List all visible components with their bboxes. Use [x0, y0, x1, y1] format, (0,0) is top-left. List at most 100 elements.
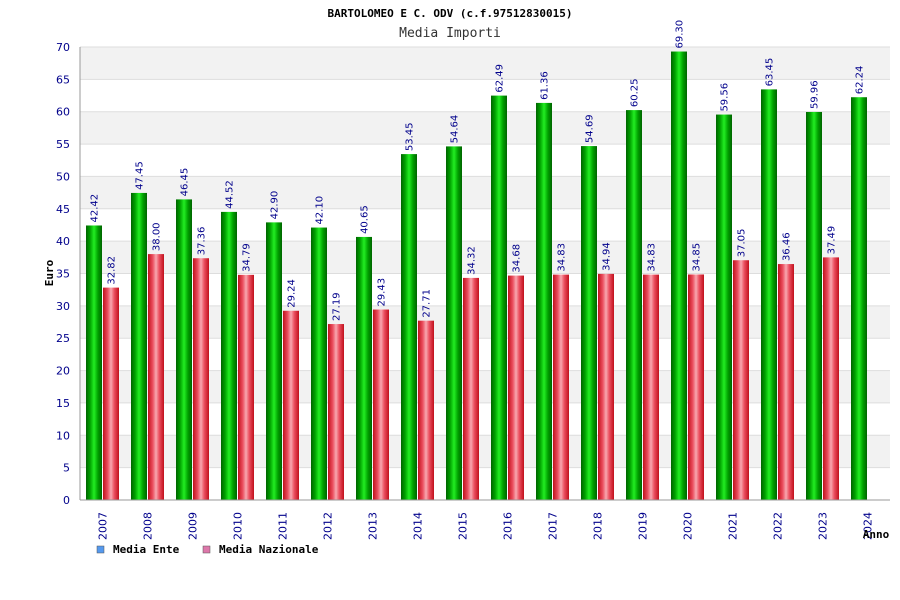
- data-label-media-nazionale: 37.05: [737, 229, 748, 258]
- x-tick-label: 2020: [682, 512, 695, 540]
- data-label-media-nazionale: 29.24: [287, 279, 298, 308]
- bar-media-ente: [671, 51, 687, 500]
- bar-media-ente: [581, 146, 597, 500]
- x-tick-label: 2014: [412, 512, 425, 540]
- data-label-media-ente: 59.56: [720, 83, 731, 112]
- bar-media-nazionale: [598, 273, 614, 500]
- grid-band: [80, 241, 890, 274]
- data-label-media-nazionale: 36.46: [782, 232, 793, 261]
- data-label-media-ente: 53.45: [405, 122, 416, 151]
- data-label-media-nazionale: 34.85: [692, 243, 703, 272]
- x-tick-label: 2009: [187, 512, 200, 540]
- data-label-media-ente: 47.45: [135, 161, 146, 190]
- bar-media-nazionale: [688, 274, 704, 500]
- bar-media-nazionale: [733, 260, 749, 500]
- y-tick-label: 55: [56, 138, 70, 151]
- y-tick-label: 30: [56, 300, 70, 313]
- data-label-media-nazionale: 34.68: [512, 244, 523, 273]
- grid-band: [80, 435, 890, 468]
- legend-label-media-ente: Media Ente: [113, 543, 180, 556]
- y-tick-label: 40: [56, 235, 70, 248]
- y-tick-label: 60: [56, 106, 70, 119]
- data-label-media-nazionale: 27.19: [332, 292, 343, 321]
- y-tick-label: 65: [56, 73, 70, 86]
- data-label-media-nazionale: 38.00: [152, 222, 163, 251]
- x-tick-label: 2015: [457, 512, 470, 540]
- bar-media-nazionale: [103, 287, 119, 500]
- bar-media-ente: [806, 111, 822, 500]
- data-label-media-ente: 54.69: [585, 114, 596, 143]
- data-label-media-nazionale: 37.49: [827, 226, 838, 255]
- data-label-media-ente: 69.30: [675, 20, 686, 49]
- bar-media-nazionale: [553, 274, 569, 500]
- data-label-media-nazionale: 37.36: [197, 227, 208, 256]
- x-tick-label: 2019: [637, 512, 650, 540]
- x-tick-label: 2017: [547, 512, 560, 540]
- grid-band: [80, 305, 890, 339]
- bar-media-ente: [716, 114, 732, 501]
- bar-media-nazionale: [328, 324, 344, 500]
- bar-media-nazionale: [463, 277, 479, 500]
- y-tick-label: 70: [56, 41, 70, 54]
- y-tick-label: 20: [56, 365, 70, 378]
- bar-media-ente: [491, 95, 507, 500]
- x-tick-label: 2022: [772, 512, 785, 540]
- bar-media-ente: [761, 89, 777, 501]
- bar-media-nazionale: [193, 258, 209, 500]
- bar-media-nazionale: [148, 254, 164, 500]
- data-label-media-ente: 54.64: [450, 115, 461, 144]
- data-label-media-ente: 63.45: [765, 58, 776, 87]
- x-tick-label: 2008: [142, 512, 155, 540]
- data-label-media-nazionale: 34.94: [602, 242, 613, 271]
- bar-media-nazionale: [778, 264, 794, 500]
- x-tick-label: 2012: [322, 512, 335, 540]
- data-label-media-ente: 46.45: [180, 168, 191, 197]
- data-label-media-nazionale: 34.83: [647, 243, 658, 272]
- data-label-media-ente: 42.90: [270, 191, 281, 220]
- x-tick-label: 2007: [97, 512, 110, 540]
- grid-band: [80, 47, 890, 80]
- x-tick-label: 2011: [277, 512, 290, 540]
- bar-media-nazionale: [823, 257, 839, 500]
- bar-media-ente: [446, 146, 462, 501]
- bar-media-ente: [221, 211, 237, 500]
- bar-media-ente: [626, 110, 642, 500]
- x-tick-label: 2016: [502, 512, 515, 540]
- bar-media-nazionale: [238, 274, 254, 500]
- bar-media-ente: [266, 222, 282, 500]
- grid-band: [80, 370, 890, 403]
- data-label-media-ente: 42.10: [315, 196, 326, 225]
- data-label-media-ente: 40.65: [360, 205, 371, 234]
- data-label-media-ente: 62.49: [495, 64, 506, 93]
- x-axis-label: Anno: [863, 528, 890, 541]
- bar-media-ente: [311, 227, 327, 500]
- bar-media-nazionale: [508, 275, 524, 500]
- y-tick-label: 45: [56, 203, 70, 216]
- grid-bands: [80, 47, 890, 468]
- data-label-media-ente: 60.25: [630, 78, 641, 107]
- x-tick-label: 2024: [862, 512, 875, 540]
- data-label-media-ente: 61.36: [540, 71, 551, 100]
- y-tick-label: 25: [56, 332, 70, 345]
- legend: Media Ente Media Nazionale: [96, 543, 319, 556]
- data-label-media-nazionale: 29.43: [377, 278, 388, 307]
- legend-label-media-nazionale: Media Nazionale: [219, 543, 319, 556]
- y-tick-label: 50: [56, 170, 70, 183]
- x-axis-ticks: 2007 2008 2009 2010 2011 2012 2013 2014 2015 2016…: [97, 512, 875, 540]
- data-label-media-nazionale: 34.32: [467, 246, 478, 275]
- x-tick-label: 2021: [727, 512, 740, 540]
- y-tick-label: 35: [56, 268, 70, 281]
- legend-swatch-media-nazionale: [202, 545, 211, 554]
- bar-media-ente: [851, 97, 867, 500]
- chart-subtitle: Media Importi: [399, 26, 501, 41]
- bar-media-nazionale: [418, 320, 434, 500]
- legend-swatch-media-ente: [96, 545, 105, 554]
- bar-media-ente: [131, 192, 147, 500]
- bars: [86, 51, 867, 501]
- data-label-media-nazionale: 32.82: [107, 256, 118, 285]
- bar-media-ente: [176, 199, 192, 500]
- bar-media-ente: [356, 236, 372, 500]
- bar-media-nazionale: [283, 310, 299, 500]
- y-tick-label: 5: [63, 462, 70, 475]
